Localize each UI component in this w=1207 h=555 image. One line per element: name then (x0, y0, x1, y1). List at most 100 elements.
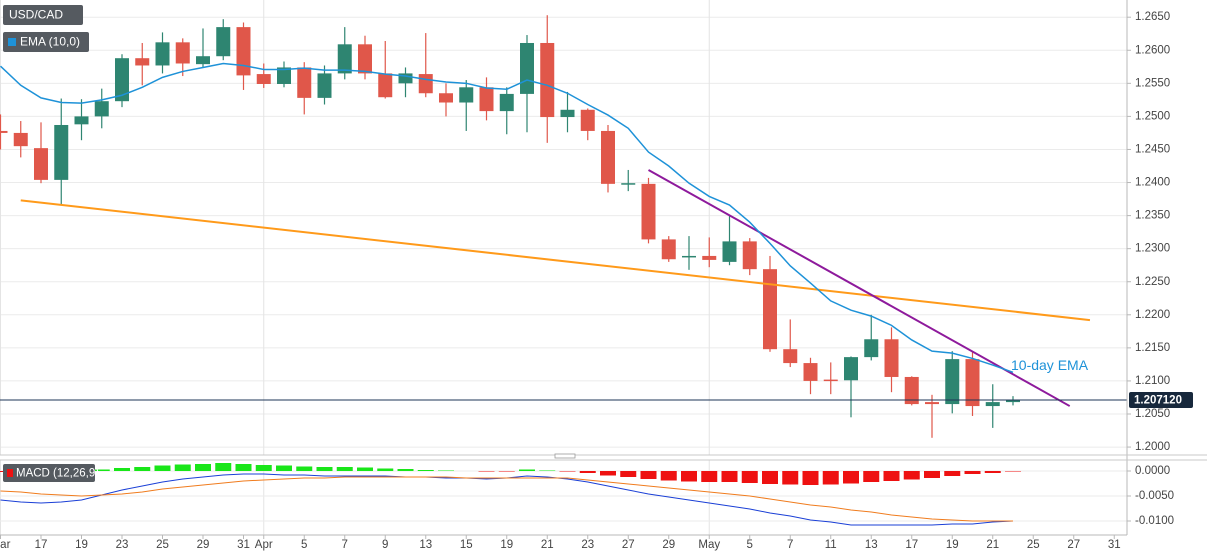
x-tick-label: 31 (1108, 539, 1121, 551)
legend-box (3, 464, 95, 482)
trendline (20, 199, 1091, 322)
x-tick-label: 13 (865, 539, 878, 551)
candle-body (196, 56, 210, 65)
y-tick-label: 1.2600 (1135, 44, 1170, 56)
histogram-bar (114, 468, 130, 471)
candle-body (277, 67, 291, 84)
x-tick-label: 5 (301, 539, 307, 551)
y-tick-label: 1.2300 (1135, 243, 1170, 255)
y-tick-label: 1.2150 (1135, 342, 1170, 354)
candle-body (925, 402, 939, 405)
histogram-bar (296, 466, 313, 471)
candle-body (520, 42, 534, 94)
histogram-bar (640, 471, 657, 479)
histogram-bar (964, 471, 981, 474)
histogram-bar (357, 467, 373, 471)
histogram-bar (802, 471, 819, 485)
y-tick-label: 1.2250 (1135, 276, 1170, 288)
x-tick-label: Mar (0, 539, 11, 551)
candle-body (439, 93, 453, 103)
histogram-bar (660, 471, 677, 481)
candle-body (216, 27, 231, 57)
candle-body (742, 241, 757, 270)
histogram-bar (762, 471, 778, 484)
last-price-box (1129, 391, 1193, 408)
candle-body (641, 183, 656, 240)
candle-body (884, 339, 899, 377)
x-tick-label: 25 (156, 539, 169, 551)
histogram-bar (377, 468, 394, 471)
x-tick-label: 25 (1027, 539, 1040, 551)
x-tick-label: 5 (747, 539, 753, 551)
x-tick-label: 17 (905, 539, 918, 551)
histogram-bar (984, 471, 1001, 473)
last-price-label: 1.207120 (1134, 395, 1182, 407)
candle-body (479, 87, 494, 112)
candle-body (823, 379, 838, 382)
histogram-bar (174, 464, 191, 471)
annotation: 10-day EMA (1011, 357, 1089, 373)
candle-body (661, 239, 676, 260)
legend-label: EMA (10,0) (20, 35, 80, 49)
histogram-bar (316, 467, 333, 471)
histogram-bar (478, 471, 495, 472)
histogram-bar (782, 471, 799, 485)
y-tick-label: 1.2200 (1135, 309, 1170, 321)
histogram-bar (417, 470, 434, 471)
x-tick-label: 7 (787, 539, 793, 551)
histogram-bar (620, 471, 637, 477)
histogram-bar (903, 471, 920, 480)
histogram-bar (843, 471, 859, 484)
histogram-bar (600, 471, 616, 476)
x-tick-label: 9 (382, 539, 388, 551)
x-tick-label: 27 (1067, 539, 1080, 551)
candle-body (13, 132, 28, 147)
histogram-bar (215, 463, 232, 471)
histogram-bar (134, 467, 151, 471)
histogram-bar (93, 469, 110, 471)
x-tick-label: 27 (622, 539, 635, 551)
candle-body (803, 363, 818, 381)
candle-body (317, 73, 332, 98)
y-tick-label: 1.2400 (1135, 177, 1170, 189)
candle-body (94, 101, 109, 117)
histogram-bar (336, 467, 353, 471)
candle-body (560, 109, 575, 118)
y-tick-label: 1.2350 (1135, 210, 1170, 222)
histogram-bar (195, 464, 211, 471)
x-tick-label: 19 (946, 539, 959, 551)
legend-swatch (8, 38, 16, 46)
histogram-bar (397, 469, 414, 471)
candle-body (702, 255, 717, 260)
candle-body (580, 109, 595, 131)
candle-body (682, 255, 696, 258)
y-tick-label: 1.2100 (1135, 375, 1170, 387)
histogram-bar (944, 471, 961, 476)
candle-body (175, 42, 190, 64)
y-tick-label: -0.0100 (1135, 515, 1174, 527)
legend-box (3, 32, 89, 52)
candle-body (1006, 399, 1020, 403)
candle-body (985, 402, 1000, 407)
histogram-bar (863, 471, 880, 482)
legend-swatch (7, 469, 13, 477)
x-tick-label: 21 (986, 539, 999, 551)
candle-body (601, 130, 615, 184)
main-panel (0, 0, 1127, 455)
y-tick-label: 1.2000 (1135, 441, 1170, 453)
x-tick-label: 7 (342, 539, 348, 551)
y-tick-label: 1.2650 (1135, 11, 1170, 23)
histogram-bar (681, 471, 697, 482)
legend-label: MACD (12,26,9) (16, 468, 99, 480)
candle-body (378, 73, 393, 98)
splitter-handle[interactable] (554, 453, 576, 459)
candle-body (135, 58, 150, 66)
x-tick-label: 23 (116, 539, 129, 551)
histogram-bar (235, 464, 252, 471)
candle-body (864, 339, 879, 358)
candle-body (844, 357, 858, 381)
